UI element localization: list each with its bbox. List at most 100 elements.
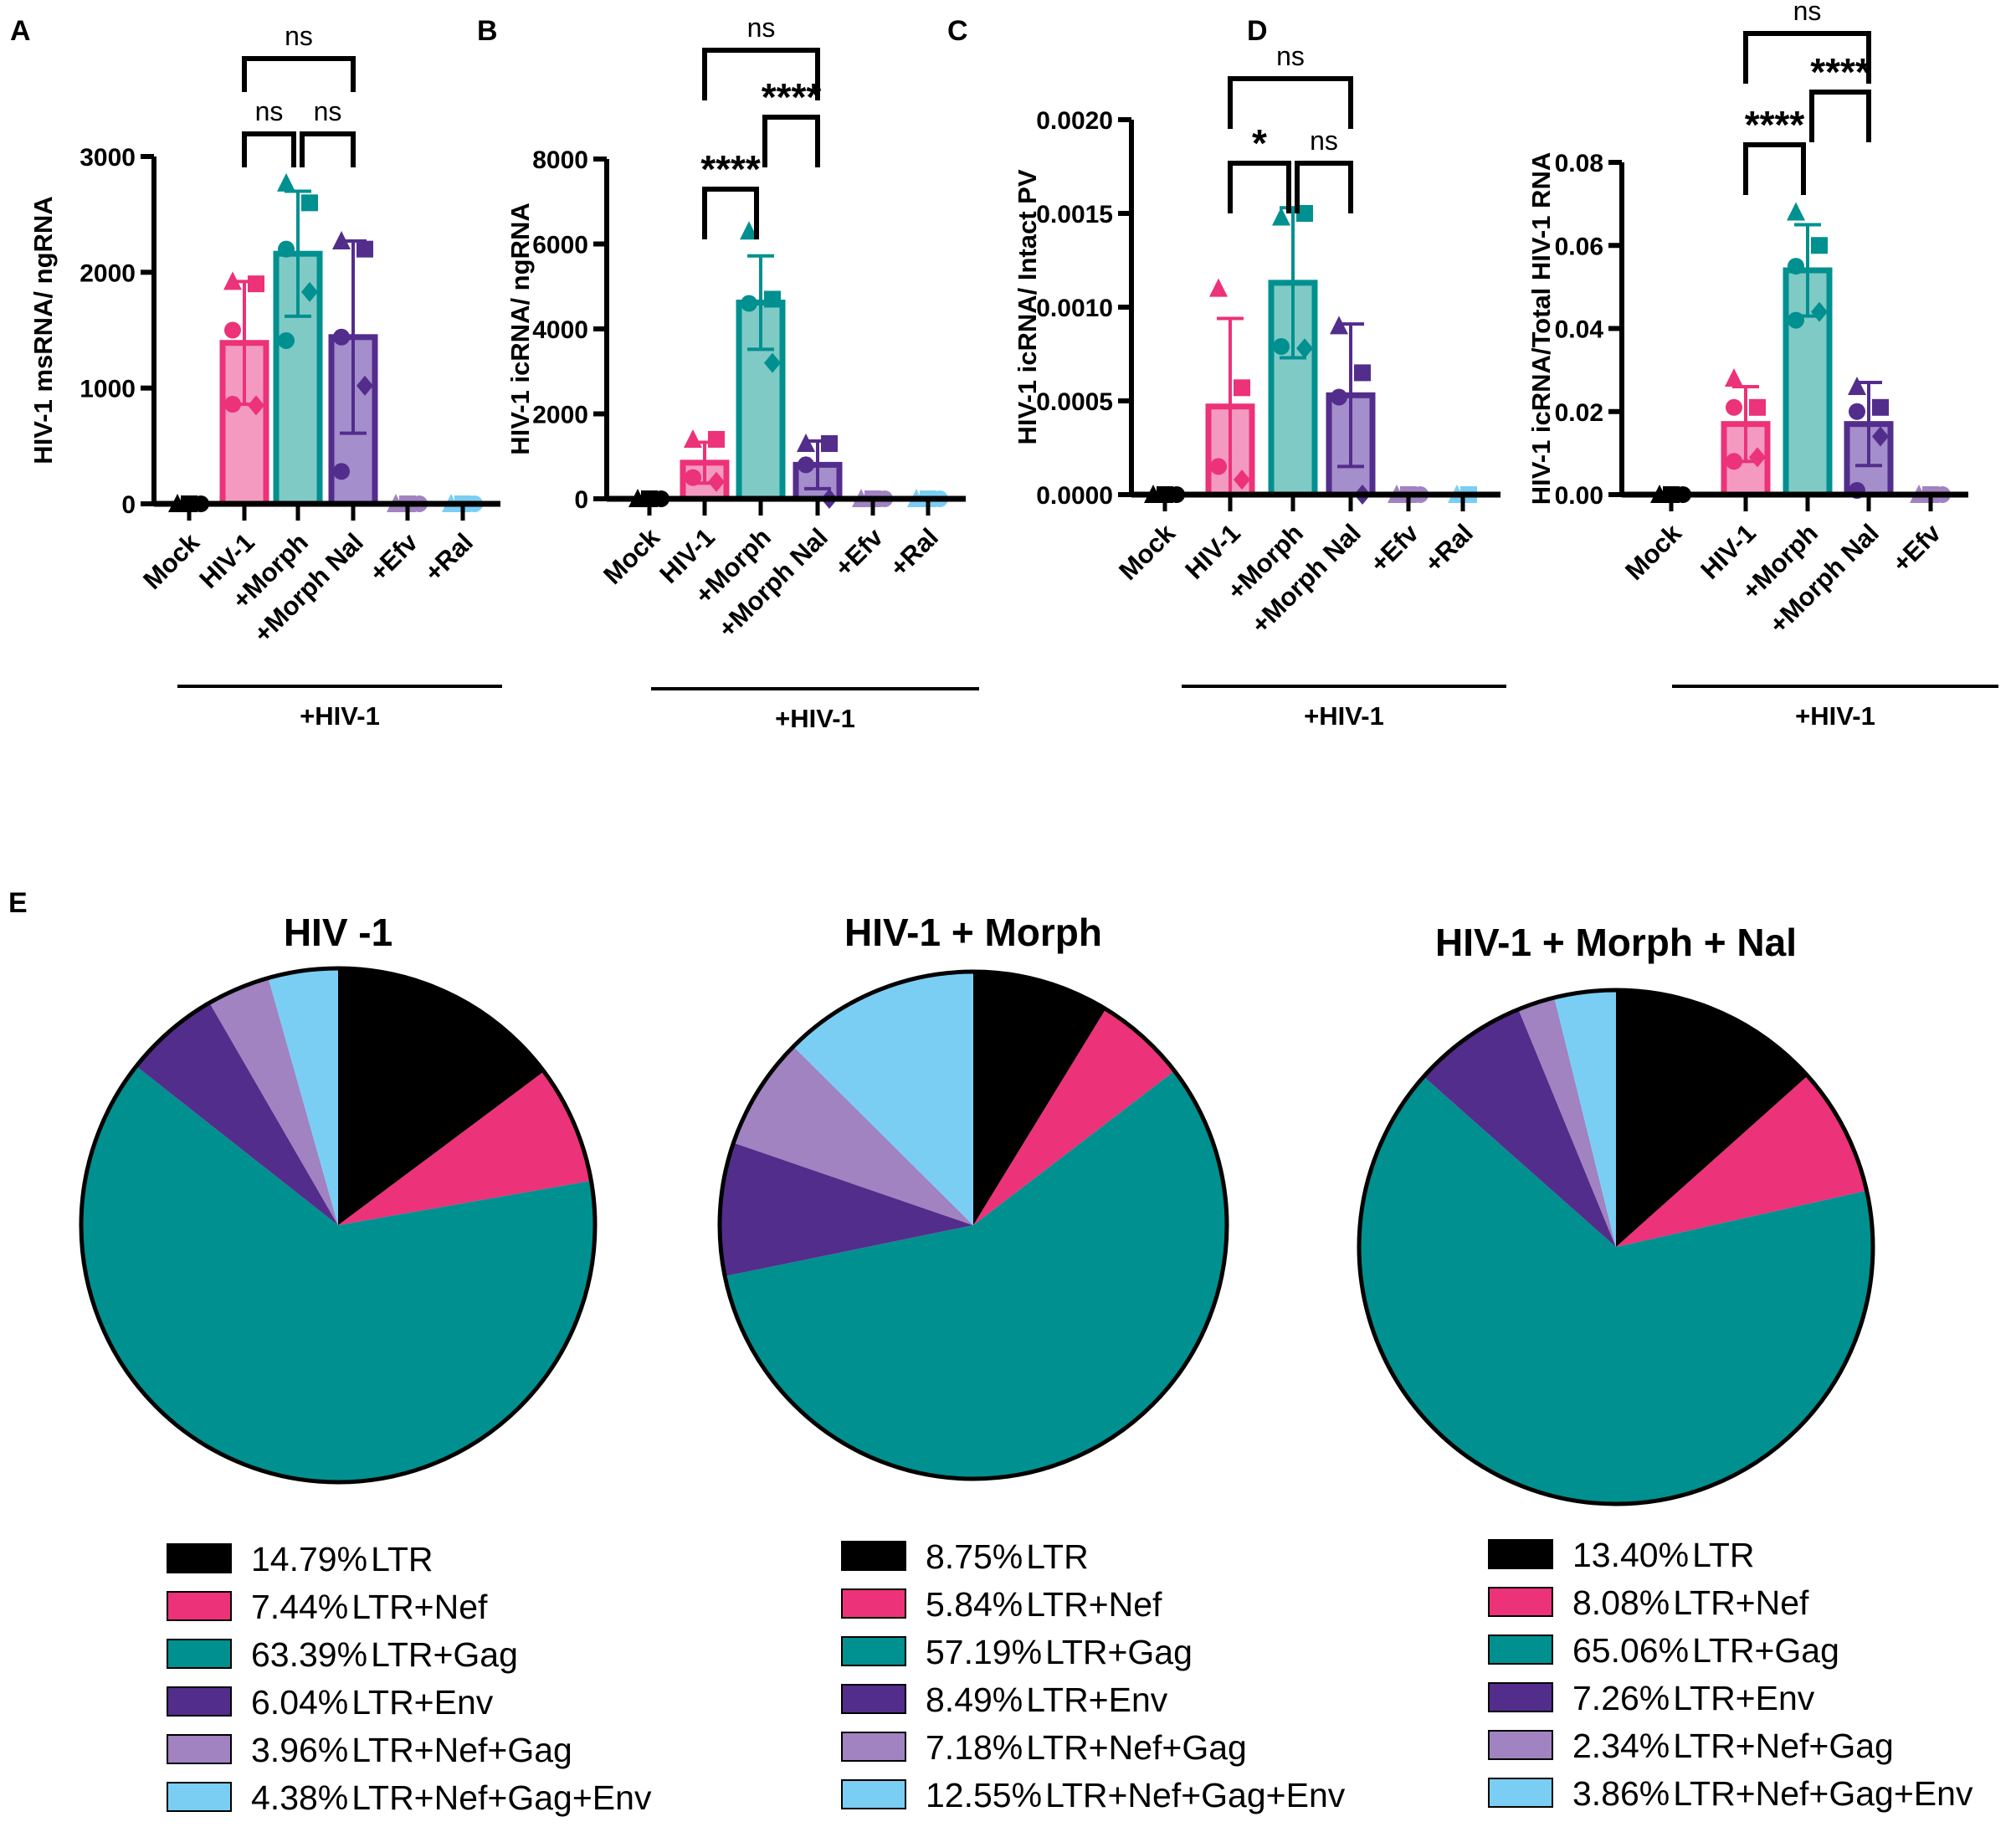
data-point-circle xyxy=(798,456,814,474)
legend-label: LTR xyxy=(1026,1537,1088,1576)
legend-label: LTR+Nef+Gag+Env xyxy=(351,1778,652,1817)
data-point-square xyxy=(708,430,725,448)
significance-label: ns xyxy=(285,21,313,51)
significance-bracket xyxy=(1743,31,1871,84)
legend-percent: 6.04% xyxy=(251,1683,348,1722)
data-point-triangle xyxy=(223,271,242,290)
y-tick-label: 0.02 xyxy=(1555,399,1603,427)
data-point-square xyxy=(1354,364,1371,382)
pie-slice-LTR+Nef+Gag+Env xyxy=(793,972,973,1225)
data-point-triangle xyxy=(1209,278,1228,297)
data-point-diamond xyxy=(1749,447,1766,468)
significance-bracket xyxy=(242,131,296,167)
pie-title: HIV-1 + Morph xyxy=(844,911,1102,954)
legend-swatch xyxy=(1488,1635,1553,1665)
data-point-diamond xyxy=(1296,338,1313,359)
y-tick-label: 6000 xyxy=(532,232,588,259)
y-tick-label: 0.0005 xyxy=(1036,388,1113,416)
significance-bracket xyxy=(702,187,759,239)
legend-entry: 65.06%LTR+Gag xyxy=(1572,1631,1839,1670)
significance-label: ns xyxy=(314,96,342,126)
legend-percent: 7.18% xyxy=(926,1728,1023,1767)
pie-slice-LTR+Env xyxy=(1424,1009,1616,1247)
legend-entry: 12.55%LTR+Nef+Gag+Env xyxy=(926,1776,1346,1814)
significance-label: **** xyxy=(1745,103,1805,146)
legend-swatch xyxy=(1488,1539,1553,1569)
legend-swatch xyxy=(1488,1778,1553,1808)
data-point-diamond xyxy=(1811,301,1828,322)
data-point-diamond xyxy=(708,471,725,492)
pie-slice-LTR+Env xyxy=(136,1003,338,1225)
data-point-circle xyxy=(1726,453,1742,470)
panel-label: E xyxy=(8,887,28,919)
pie-slice-LTR xyxy=(1616,990,1808,1247)
legend-label: LTR+Gag xyxy=(1045,1633,1193,1671)
legend-percent: 8.49% xyxy=(926,1681,1023,1719)
legend-swatch xyxy=(841,1541,906,1571)
x-tick-label: +Ral xyxy=(884,522,944,582)
data-point-diamond xyxy=(248,395,264,416)
legend-swatch xyxy=(1488,1587,1553,1617)
significance-bracket xyxy=(1809,90,1871,142)
legend-entry: 7.18%LTR+Nef+Gag xyxy=(926,1728,1247,1767)
data-point-circle xyxy=(685,469,701,486)
data-point-diamond xyxy=(1872,426,1889,447)
data-point-circle xyxy=(1331,388,1347,406)
y-tick-label: 2000 xyxy=(532,402,588,429)
data-point-diamond xyxy=(1234,470,1250,490)
data-point-square xyxy=(1811,237,1828,254)
pie-slice-LTR+Nef+Gag xyxy=(209,978,338,1225)
group-label: +HIV-1 xyxy=(775,704,855,733)
pie-slice-LTR+Nef xyxy=(338,1071,592,1225)
y-axis-label: HIV-1 icRNA/ Intact PV xyxy=(1013,169,1042,444)
significance-label: ns xyxy=(1310,126,1338,156)
legend-swatch xyxy=(841,1779,906,1809)
y-tick-label: 0.0000 xyxy=(1036,482,1113,510)
data-point-circle xyxy=(741,295,757,312)
legend-entry: 14.79%LTR xyxy=(251,1540,433,1578)
data-point-circle xyxy=(224,321,241,339)
legend-percent: 12.55% xyxy=(926,1776,1042,1814)
data-point-triangle xyxy=(684,429,702,448)
pie-slice-LTR+Env xyxy=(720,1142,973,1276)
y-tick-label: 8000 xyxy=(532,146,588,174)
pie-chart-3: HIV-1 + Morph + Nal13.40%LTR8.08%LTR+Nef… xyxy=(1357,921,1973,1813)
data-point-circle xyxy=(1726,398,1742,416)
legend-entry: 7.26%LTR+Env xyxy=(1572,1679,1815,1717)
x-tick-label: +Efv xyxy=(1886,518,1947,578)
significance-label: * xyxy=(1252,121,1267,165)
group-label: +HIV-1 xyxy=(1304,701,1384,731)
x-tick-label: Mock xyxy=(1113,518,1181,586)
y-tick-label: 2000 xyxy=(80,259,136,287)
pie-outline xyxy=(1357,988,1875,1506)
panel-label: C xyxy=(947,15,968,47)
legend-swatch xyxy=(841,1636,906,1666)
pie-slice-LTR+Nef xyxy=(973,1008,1175,1225)
data-point-square xyxy=(1749,398,1766,416)
y-tick-label: 0.0015 xyxy=(1036,201,1113,228)
legend-percent: 2.34% xyxy=(1572,1727,1670,1765)
data-point-square xyxy=(1296,205,1313,222)
legend-label: LTR+Nef+Gag xyxy=(1026,1728,1247,1767)
pie-slice-LTR+Nef+Gag xyxy=(733,1046,973,1225)
legend-swatch xyxy=(1488,1730,1553,1760)
bar-chart-panel-c: C 0.0000 0.0005 0.0010 0.0015 0.0020 HIV-1 icR… xyxy=(947,15,1506,731)
legend-swatch xyxy=(841,1684,906,1714)
legend-percent: 7.44% xyxy=(251,1588,348,1626)
legend-percent: 8.08% xyxy=(1572,1583,1670,1622)
panel-label: D xyxy=(1247,15,1268,47)
significance-label: **** xyxy=(700,147,761,191)
legend-swatch xyxy=(841,1588,906,1619)
data-point-triangle xyxy=(277,172,295,192)
legend-label: LTR xyxy=(371,1540,433,1578)
data-point-square xyxy=(301,194,318,212)
data-point-square xyxy=(1234,379,1250,397)
pie-slice-LTR xyxy=(338,968,544,1225)
data-point-triangle xyxy=(1272,207,1290,226)
significance-bracket xyxy=(300,131,356,167)
bar-chart-panel-b: B 0 2000 4000 6000 8000 HIV-1 icRNA/ ngRNA Mock… xyxy=(477,13,979,733)
y-tick-label: 0.08 xyxy=(1555,150,1603,177)
x-tick-label: Mock xyxy=(1619,518,1687,586)
group-label: +HIV-1 xyxy=(300,701,380,731)
legend-swatch xyxy=(167,1734,232,1764)
